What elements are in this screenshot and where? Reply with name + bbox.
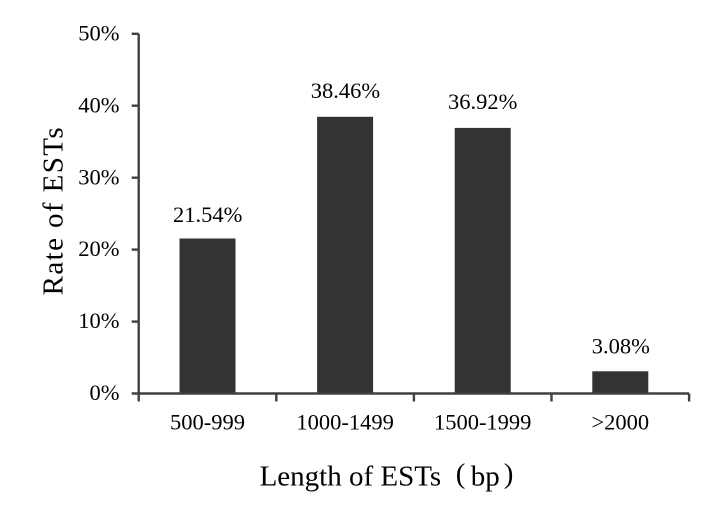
svg-text:50%: 50% bbox=[78, 21, 119, 46]
svg-text:1000-1499: 1000-1499 bbox=[296, 410, 394, 435]
svg-text:Rate of ESTs: Rate of ESTs bbox=[38, 126, 70, 295]
svg-text:38.46%: 38.46% bbox=[311, 78, 380, 103]
svg-text:1500-1999: 1500-1999 bbox=[434, 410, 532, 435]
svg-text:0%: 0% bbox=[90, 380, 120, 405]
svg-text:Length of ESTs(bp): Length of ESTs(bp) bbox=[260, 458, 514, 493]
svg-text:30%: 30% bbox=[78, 164, 119, 189]
svg-text:500-999: 500-999 bbox=[170, 410, 245, 435]
svg-text:20%: 20% bbox=[78, 236, 119, 261]
svg-text:36.92%: 36.92% bbox=[448, 89, 517, 114]
svg-text:40%: 40% bbox=[78, 92, 119, 117]
svg-text:21.54%: 21.54% bbox=[173, 202, 242, 227]
svg-text:>2000: >2000 bbox=[591, 410, 649, 435]
svg-text:3.08%: 3.08% bbox=[592, 333, 650, 358]
svg-text:10%: 10% bbox=[78, 308, 119, 333]
